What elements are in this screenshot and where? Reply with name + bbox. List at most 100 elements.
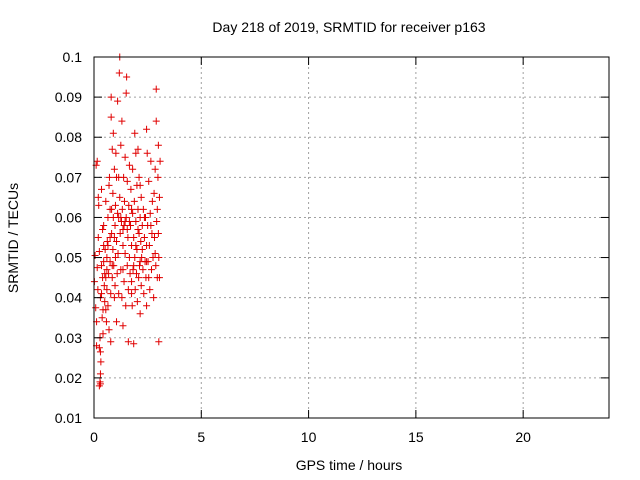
data-point xyxy=(122,89,130,97)
x-tick-label: 0 xyxy=(90,429,98,445)
data-point xyxy=(101,298,109,306)
data-point xyxy=(135,274,143,282)
data-point xyxy=(134,225,142,233)
data-point xyxy=(111,282,119,290)
data-point xyxy=(121,250,129,258)
data-point xyxy=(98,262,106,270)
data-point xyxy=(115,290,123,298)
data-point xyxy=(105,173,113,181)
data-point xyxy=(132,149,140,157)
data-point xyxy=(103,266,111,274)
data-point xyxy=(143,149,151,157)
data-point xyxy=(148,229,156,237)
data-point xyxy=(136,310,144,318)
data-point xyxy=(116,229,124,237)
data-point xyxy=(145,274,153,282)
data-point xyxy=(143,125,151,133)
y-tick-label: 0.03 xyxy=(55,330,82,346)
data-point xyxy=(94,193,102,201)
data-point xyxy=(153,205,161,213)
data-point xyxy=(128,205,136,213)
data-point xyxy=(152,85,160,93)
data-point xyxy=(120,278,128,286)
data-point xyxy=(100,258,108,266)
data-point xyxy=(106,205,114,213)
data-point xyxy=(110,234,118,241)
data-point xyxy=(128,290,136,298)
data-point xyxy=(143,258,151,266)
data-point xyxy=(151,165,159,173)
data-point xyxy=(155,254,163,262)
x-tick-label: 15 xyxy=(408,429,424,445)
data-point xyxy=(140,234,148,241)
data-point xyxy=(102,318,110,326)
data-point xyxy=(104,302,112,310)
data-point xyxy=(95,344,103,352)
grid-lines xyxy=(94,57,609,418)
x-tick-label: 10 xyxy=(301,429,317,445)
data-point xyxy=(118,205,126,213)
data-point xyxy=(119,225,127,233)
data-point xyxy=(140,290,148,298)
data-point xyxy=(139,266,147,274)
data-point xyxy=(150,294,158,302)
data-point xyxy=(107,113,115,121)
data-point xyxy=(147,221,155,229)
data-point xyxy=(109,246,117,254)
data-point xyxy=(93,264,101,272)
data-point xyxy=(95,248,103,256)
x-axis-label: GPS time / hours xyxy=(296,457,403,473)
data-point xyxy=(133,298,141,306)
data-point xyxy=(107,290,115,298)
data-point xyxy=(154,173,162,181)
y-tick-label: 0.06 xyxy=(55,209,82,225)
data-point xyxy=(123,177,131,185)
data-point xyxy=(148,197,156,205)
data-point xyxy=(119,242,127,250)
data-point xyxy=(145,177,153,185)
data-point xyxy=(116,193,124,201)
y-tick-label: 0.09 xyxy=(55,89,82,105)
data-point xyxy=(130,197,138,205)
data-point xyxy=(108,229,116,237)
data-point xyxy=(100,242,108,250)
data-point xyxy=(105,181,113,189)
data-point xyxy=(93,157,101,165)
data-point xyxy=(109,129,117,137)
data-point xyxy=(140,213,148,221)
data-point xyxy=(96,380,104,388)
data-point xyxy=(139,205,147,213)
data-point xyxy=(101,246,109,254)
data-point xyxy=(146,209,154,217)
axis-ticks xyxy=(93,56,609,419)
data-point xyxy=(103,254,111,262)
data-point xyxy=(100,221,108,229)
data-point xyxy=(145,242,153,250)
y-tick-label: 0.01 xyxy=(55,410,82,426)
y-axis-label: SRMTID / TECUs xyxy=(5,183,21,293)
data-point xyxy=(137,193,145,201)
data-point xyxy=(134,145,142,153)
data-points xyxy=(90,53,164,390)
data-point xyxy=(143,302,151,310)
data-point xyxy=(97,358,105,366)
data-point xyxy=(148,266,156,274)
data-point xyxy=(124,286,132,294)
data-point xyxy=(150,189,158,197)
plot-frame xyxy=(93,56,610,419)
data-point xyxy=(132,242,140,250)
data-point xyxy=(123,73,131,81)
data-point xyxy=(131,286,139,294)
data-point xyxy=(135,229,143,237)
y-tick-label: 0.08 xyxy=(55,129,82,145)
data-point xyxy=(110,294,118,302)
data-point xyxy=(132,217,140,225)
data-point xyxy=(120,197,128,205)
data-point xyxy=(137,238,145,246)
data-point xyxy=(155,193,163,201)
data-point xyxy=(124,338,132,346)
data-point xyxy=(100,282,108,290)
data-point xyxy=(98,185,106,193)
data-point xyxy=(103,238,111,246)
